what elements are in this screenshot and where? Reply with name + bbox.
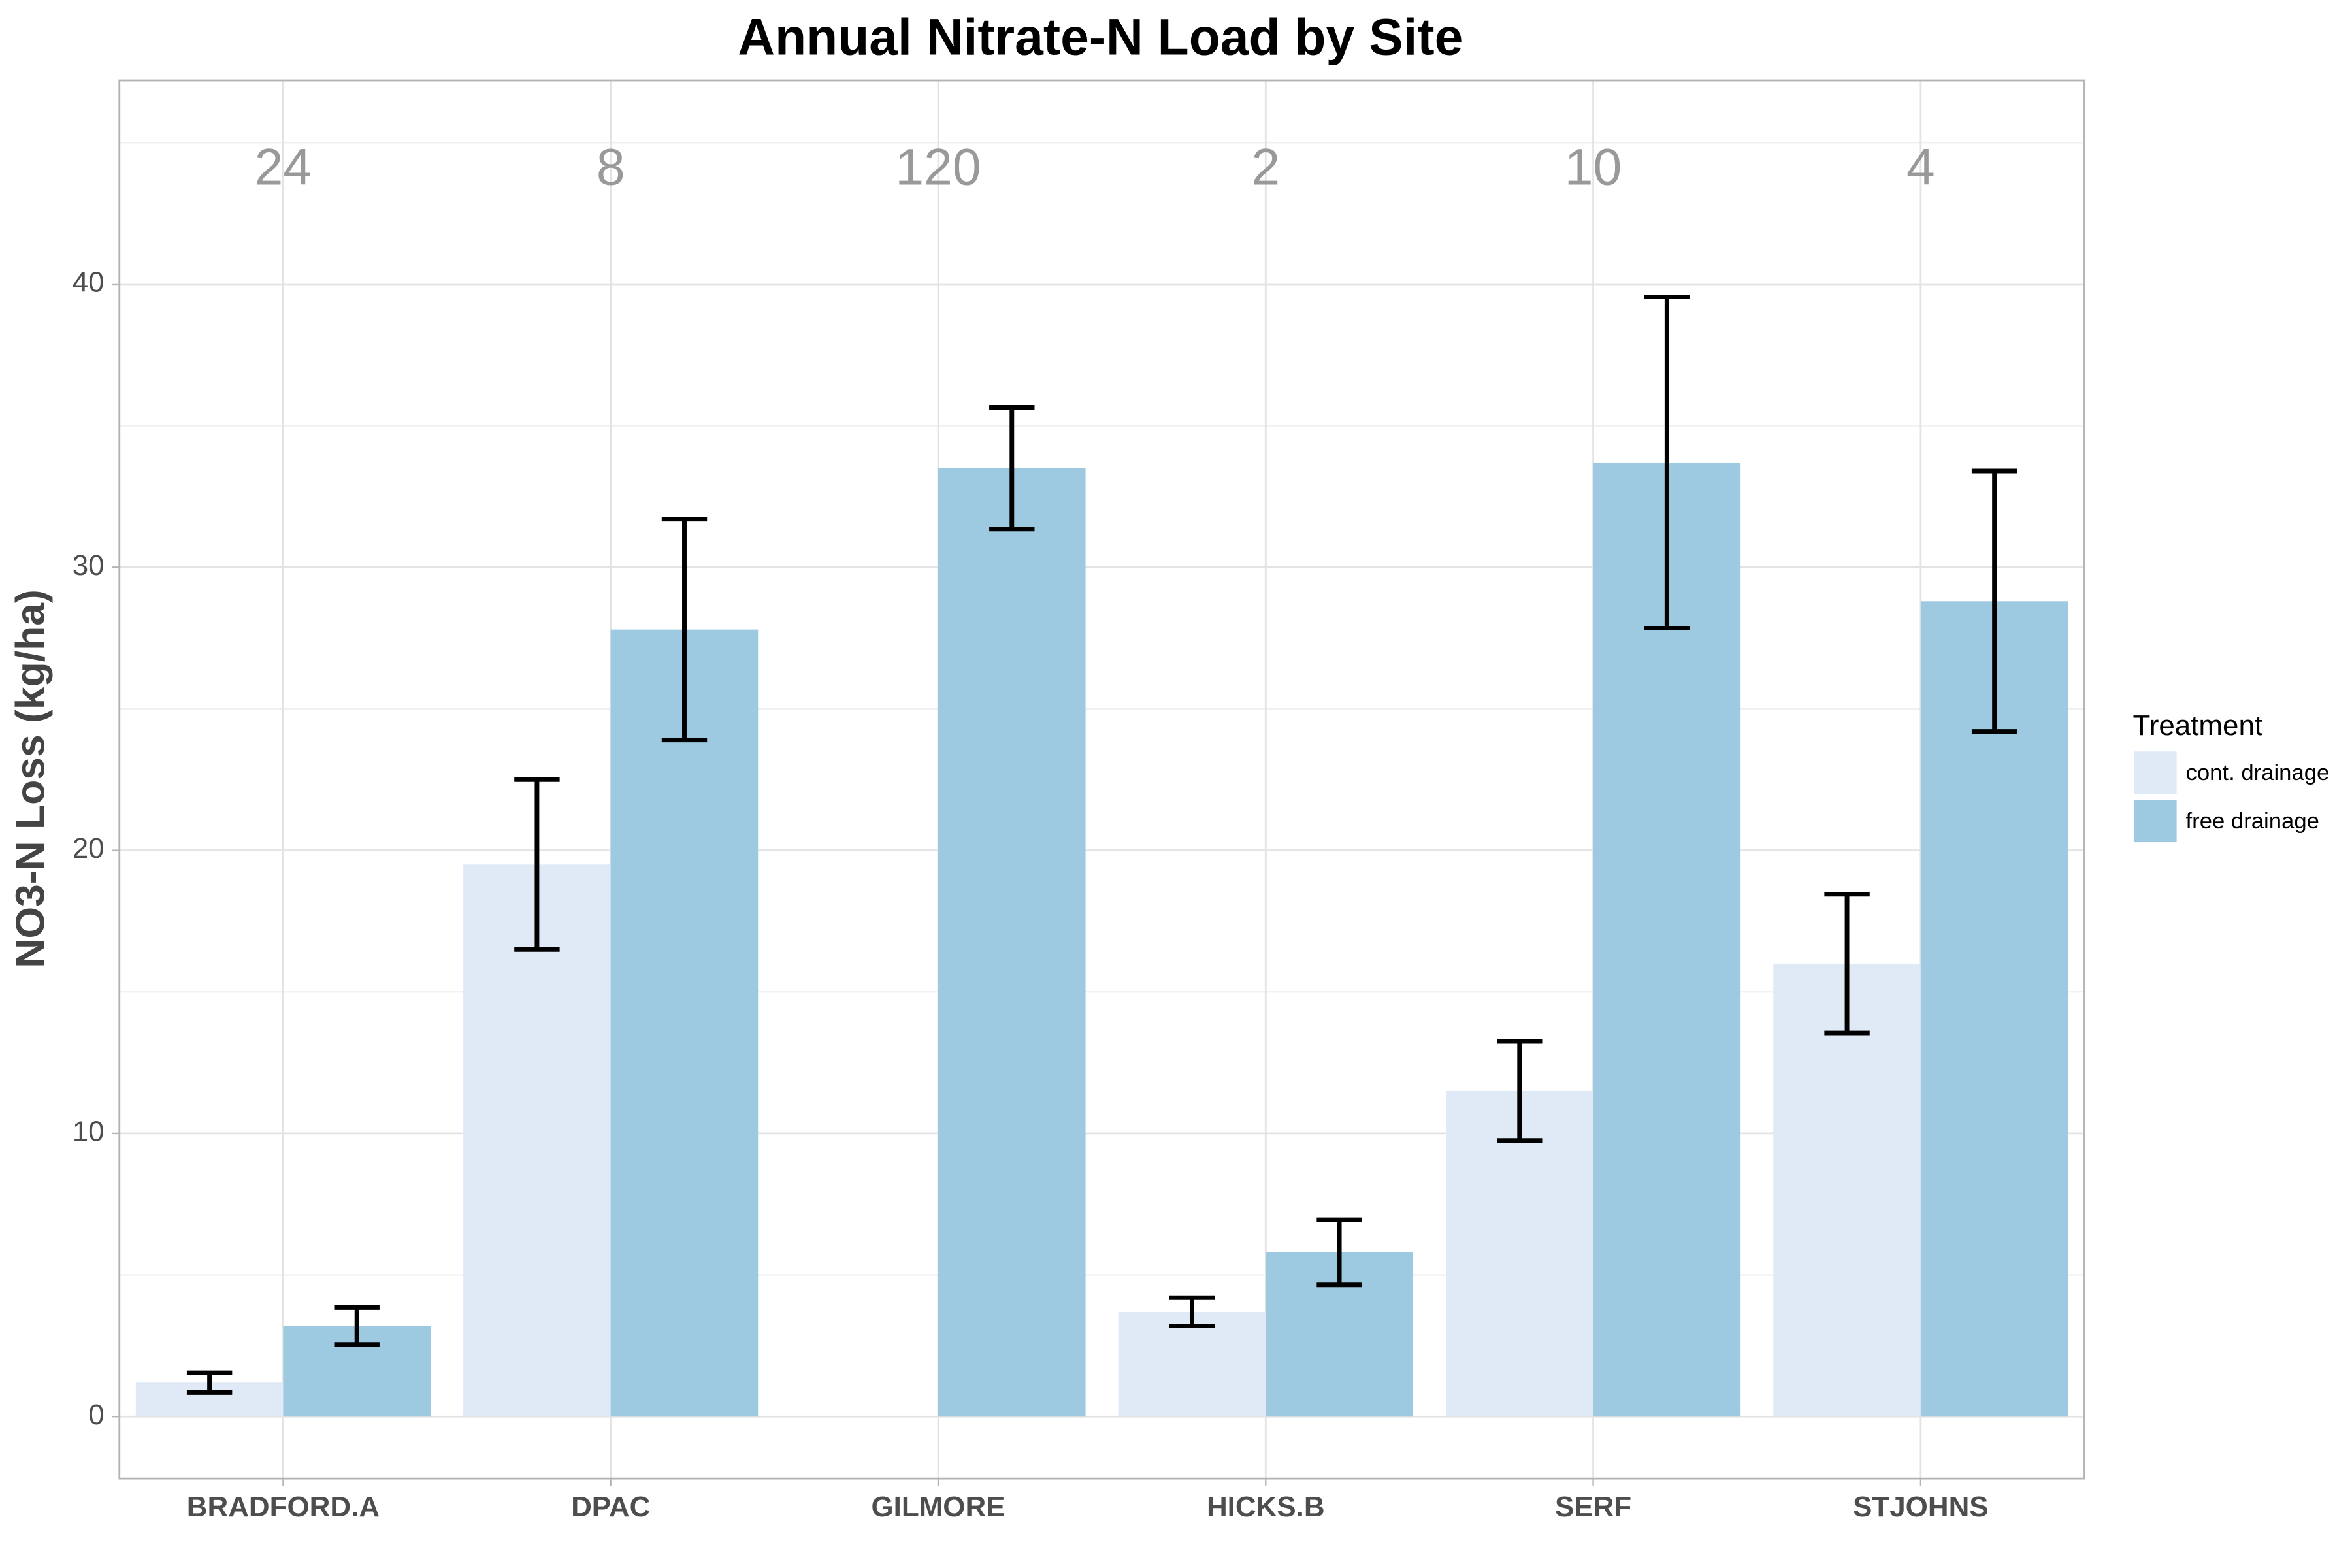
annotation: 4 [1906,138,1935,195]
x-tick-label: STJOHNS [1853,1491,1989,1523]
x-tick-label: BRADFORD.A [187,1491,380,1523]
error-bar [1644,295,1690,630]
bar [1118,1311,1266,1417]
legend-swatch [2134,751,2177,794]
error-bar [514,777,560,952]
error-bar [334,1305,380,1347]
y-tick-label: 0 [88,1399,104,1431]
legend-label: cont. drainage [2186,760,2330,785]
error-bar [661,517,708,743]
x-tick-label: SERF [1555,1491,1631,1523]
y-tick-label: 20 [73,832,105,864]
bar [1445,1090,1593,1417]
y-tick-label: 30 [73,549,105,581]
legend: Treatment cont. drainage free drainage [2133,710,2330,843]
x-tick-label: GILMORE [871,1491,1005,1523]
error-bar [1971,468,2017,734]
bar [463,864,611,1417]
annotation: 8 [596,138,625,195]
bar [610,629,759,1417]
error-bar [1169,1295,1215,1329]
annotation: 24 [255,138,312,195]
annotation: 2 [1251,138,1280,195]
chart-title: Annual Nitrate-N Load by Site [738,8,1463,66]
x-tick-label: DPAC [571,1491,650,1523]
annotation: 120 [895,138,981,195]
legend-label: free drainage [2186,809,2319,834]
bar [1773,963,1921,1417]
error-bar [989,405,1035,532]
x-tick-label: HICKS.B [1207,1491,1325,1523]
annotation: 10 [1565,138,1622,195]
error-bar [186,1370,233,1395]
error-bar [1316,1217,1362,1288]
error-bar [1497,1039,1543,1143]
legend-swatch [2134,800,2177,843]
bar [938,468,1086,1417]
bar [1920,601,2068,1417]
legend-title: Treatment [2133,710,2263,742]
y-tick-label: 40 [73,267,105,299]
y-tick-label: 10 [73,1116,105,1148]
marks: 24 8 120 2 10 4 [135,138,2068,1417]
error-bar [1824,892,1870,1036]
y-axis-label: NO3-N Loss (kg/ha) [7,589,53,968]
panel-border [118,79,2085,1480]
